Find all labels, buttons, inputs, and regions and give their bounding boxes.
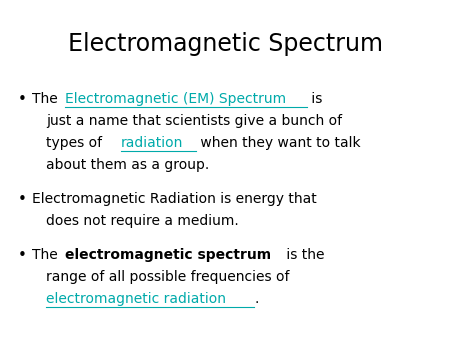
Text: The: The	[32, 248, 62, 262]
Text: The: The	[32, 92, 62, 106]
Text: is the: is the	[282, 248, 324, 262]
Text: Electromagnetic Radiation is energy that: Electromagnetic Radiation is energy that	[32, 192, 317, 206]
Text: Electromagnetic Spectrum: Electromagnetic Spectrum	[68, 32, 382, 56]
Text: just a name that scientists give a bunch of: just a name that scientists give a bunch…	[46, 114, 342, 128]
Text: •: •	[18, 248, 27, 263]
Text: •: •	[18, 92, 27, 107]
Text: Electromagnetic (EM) Spectrum: Electromagnetic (EM) Spectrum	[65, 92, 287, 106]
Text: electromagnetic spectrum: electromagnetic spectrum	[65, 248, 271, 262]
Text: is: is	[307, 92, 322, 106]
Text: .: .	[254, 292, 259, 306]
Text: range of all possible frequencies of: range of all possible frequencies of	[46, 270, 289, 284]
Text: does not require a medium.: does not require a medium.	[46, 214, 239, 228]
Text: when they want to talk: when they want to talk	[196, 136, 360, 150]
Text: about them as a group.: about them as a group.	[46, 158, 209, 172]
Text: electromagnetic radiation: electromagnetic radiation	[46, 292, 226, 306]
Text: types of: types of	[46, 136, 107, 150]
Text: •: •	[18, 192, 27, 207]
Text: radiation: radiation	[121, 136, 184, 150]
